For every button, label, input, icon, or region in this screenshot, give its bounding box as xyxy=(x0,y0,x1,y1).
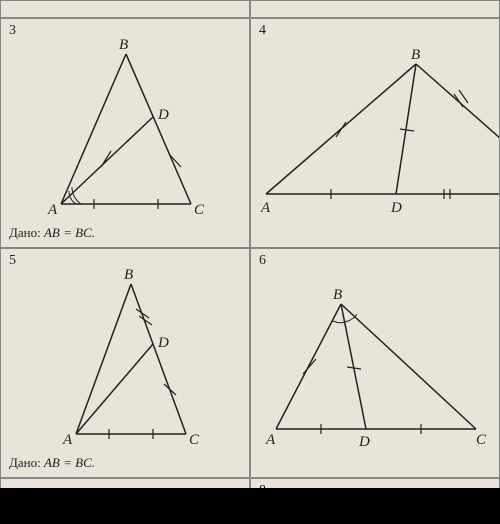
label-C: C xyxy=(189,432,200,448)
cell-top-right xyxy=(250,0,500,18)
label-D: D xyxy=(157,335,169,351)
cell-4: 4 A B D xyxy=(250,18,500,248)
label-D: D xyxy=(358,434,370,450)
label-B: B xyxy=(411,47,420,63)
given-eq: AB = BC. xyxy=(44,225,95,240)
label-A: A xyxy=(62,432,73,448)
problem-grid: 3 A B C D Дано: AB = BC. xyxy=(0,0,500,524)
label-C: C xyxy=(194,202,205,218)
cell-5-given: Дано: AB = BC. xyxy=(9,455,95,471)
cell-3-given: Дано: AB = BC. xyxy=(9,225,95,241)
black-band xyxy=(0,488,500,524)
cell-5: 5 A B C D Дано: AB = BC. xyxy=(0,248,250,478)
given-prefix: Дано: xyxy=(9,455,44,470)
cell-top-left xyxy=(0,0,250,18)
figure-3: A B C D xyxy=(1,19,250,248)
cell-6: 6 A B C D xyxy=(250,248,500,478)
label-D: D xyxy=(157,107,169,123)
cell-3: 3 A B C D Дано: AB = BC. xyxy=(0,18,250,248)
figure-6: A B C D xyxy=(251,249,500,478)
given-prefix: Дано: xyxy=(9,225,44,240)
given-eq: AB = BC. xyxy=(44,455,95,470)
label-C: C xyxy=(476,432,487,448)
label-B: B xyxy=(119,37,128,53)
figure-5: A B C D xyxy=(1,249,250,478)
label-B: B xyxy=(124,267,133,283)
label-A: A xyxy=(265,432,276,448)
figure-4: A B D xyxy=(251,19,500,248)
label-A: A xyxy=(47,202,58,218)
label-B: B xyxy=(333,287,342,303)
label-A: A xyxy=(260,200,271,216)
label-D: D xyxy=(390,200,402,216)
